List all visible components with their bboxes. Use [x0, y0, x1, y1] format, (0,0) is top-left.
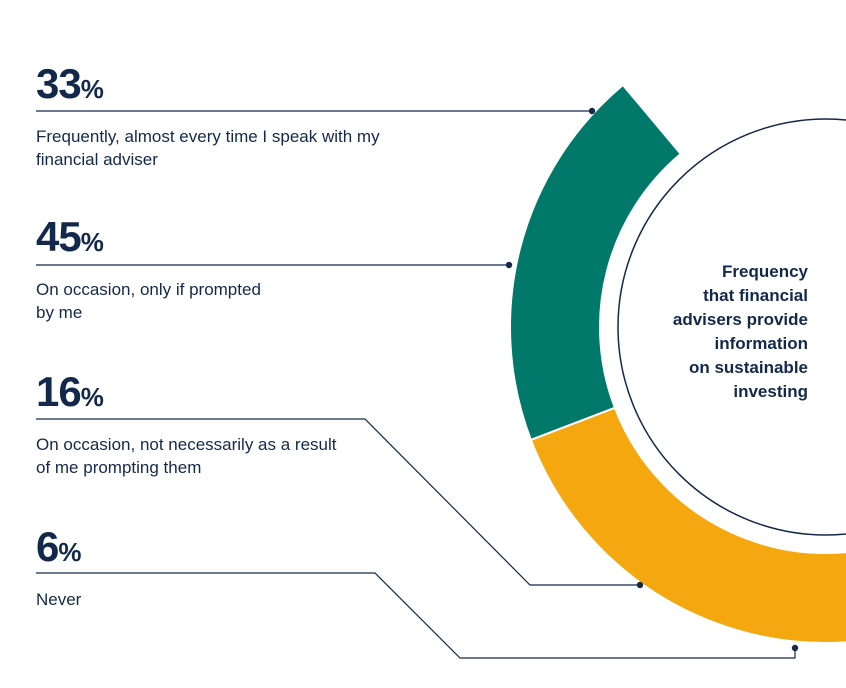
chart-title: Frequency that financial advisers provid… [620, 260, 808, 404]
chart-title-line: on sustainable [688, 358, 808, 377]
stat-prompted-by-me: 45% On occasion, only if prompted by me [36, 215, 266, 324]
stat-label: On occasion, only if prompted by me [36, 280, 261, 322]
leader-line-not-necessarily-prompted [36, 418, 640, 586]
stat-label: On occasion, not necessarily as a result… [36, 435, 337, 477]
stat-label: Never [36, 590, 82, 609]
chart-title-line: investing [733, 382, 808, 401]
leader-dot-frequently [588, 107, 596, 115]
leader-dot-prompted-by-me [505, 261, 513, 269]
stat-label: Frequently, almost every time I speak wi… [36, 127, 380, 169]
inner-ring [617, 118, 846, 536]
stat-not-necessarily-prompted: 16% On occasion, not necessarily as a re… [36, 370, 346, 479]
chart-title-line: Frequency [722, 262, 808, 281]
leader-line-never [36, 572, 796, 659]
stat-never: 6% Never [36, 525, 396, 611]
stat-value: 45% [36, 213, 104, 260]
leader-dot-not-necessarily-prompted [636, 581, 644, 589]
stat-frequently: 33% Frequently, almost every time I spea… [36, 62, 396, 171]
stat-value: 16% [36, 368, 104, 415]
chart-title-line: that financial [703, 286, 808, 305]
stat-value: 6% [36, 523, 82, 570]
stat-value: 33% [36, 60, 104, 107]
chart-title-line: advisers provide [672, 310, 808, 329]
segment-prompted-by-me [529, 406, 846, 644]
chart-title-line: information [714, 334, 809, 353]
leader-dot-never [791, 644, 799, 652]
